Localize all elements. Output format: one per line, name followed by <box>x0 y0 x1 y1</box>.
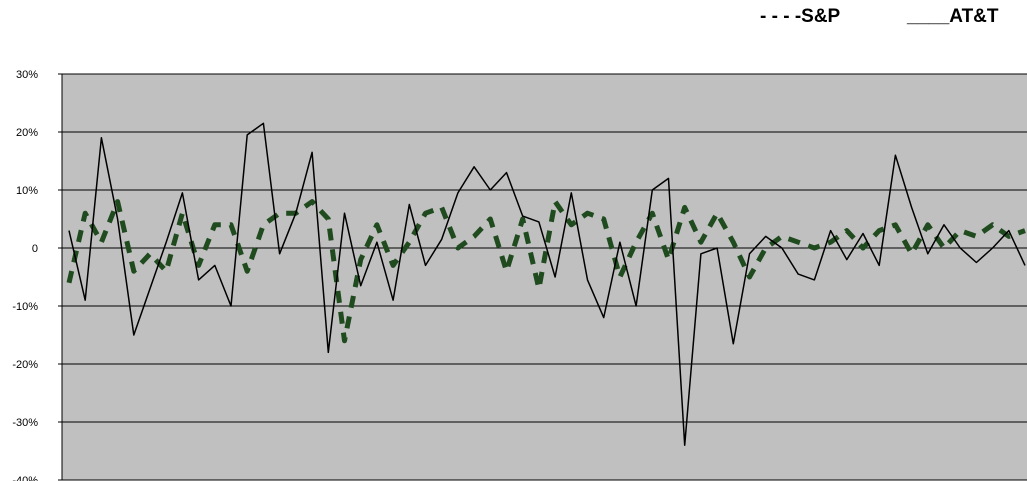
y-tick-label: 30% <box>16 69 38 81</box>
y-tick-label: 10% <box>16 185 38 197</box>
y-tick-label: -20% <box>12 359 38 371</box>
series-layer <box>66 122 1026 446</box>
y-tick-label: -40% <box>12 475 38 481</box>
y-tick-label: 20% <box>16 127 38 139</box>
y-tick-label: -30% <box>12 417 38 429</box>
series-line-sp <box>66 199 1026 344</box>
plot-area <box>62 74 1027 480</box>
y-tick-label: 0 <box>32 243 38 255</box>
legend-entry-sp: - - - -S&P <box>760 6 841 27</box>
legend-entry-att: ____AT&T <box>907 6 999 27</box>
y-tick-labels: 30% 20% 10% 0 -10% -20% -30% -40% <box>12 69 38 481</box>
y-tick-label: -10% <box>12 301 38 313</box>
series-line-att <box>68 122 1026 446</box>
gridlines <box>58 73 1027 481</box>
